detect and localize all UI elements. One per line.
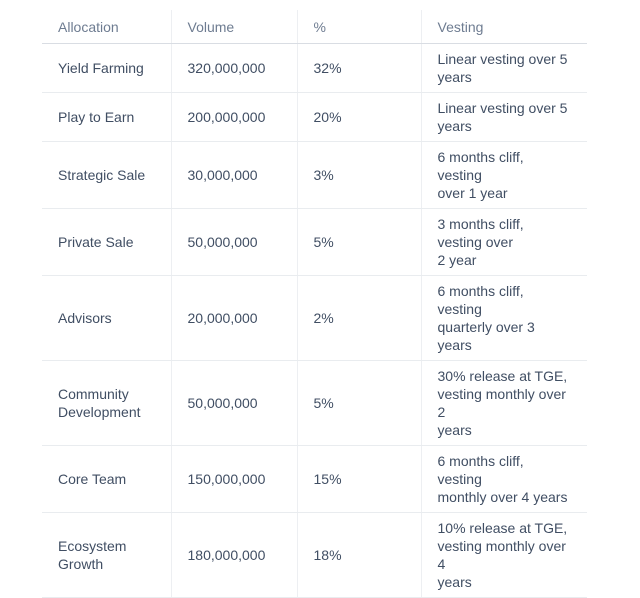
table-row: Strategic Sale 30,000,000 3% 6 months cl… <box>42 141 587 209</box>
cell-vesting: Linear vesting over 5 years <box>420 43 587 93</box>
cell-percent: 5% <box>296 360 421 446</box>
cell-allocation: Ecosystem Growth <box>42 512 171 598</box>
cell-vesting: 30% release at TGE, vesting monthly over… <box>420 360 587 446</box>
table-row: Play to Earn 200,000,000 20% Linear vest… <box>42 92 587 142</box>
token-allocation-table: Allocation Volume % Vesting Yield Farmin… <box>42 10 587 598</box>
cell-volume: 30,000,000 <box>170 141 297 209</box>
cell-vesting: 6 months cliff, vesting monthly over 4 y… <box>420 445 587 513</box>
cell-allocation: Yield Farming <box>42 43 171 93</box>
table-row: Core Team 150,000,000 15% 6 months cliff… <box>42 445 587 513</box>
cell-volume: 150,000,000 <box>170 445 297 513</box>
header-row: Allocation Volume % Vesting <box>42 10 587 44</box>
cell-volume: 50,000,000 <box>170 360 297 446</box>
column-header-allocation: Allocation <box>42 10 171 44</box>
cell-vesting: 3 months cliff, vesting over 2 year <box>420 208 587 276</box>
column-header-percent: % <box>296 10 421 44</box>
cell-allocation: Core Team <box>42 445 171 513</box>
table-row: Community Development 50,000,000 5% 30% … <box>42 360 587 446</box>
cell-allocation: Private Sale <box>42 208 171 276</box>
cell-vesting: Linear vesting over 5 years <box>420 92 587 142</box>
cell-volume: 200,000,000 <box>170 92 297 142</box>
table-row: Yield Farming 320,000,000 32% Linear ves… <box>42 43 587 93</box>
cell-volume: 320,000,000 <box>170 43 297 93</box>
cell-percent: 5% <box>296 208 421 276</box>
cell-allocation: Advisors <box>42 275 171 361</box>
cell-allocation: Strategic Sale <box>42 141 171 209</box>
cell-allocation: Community Development <box>42 360 171 446</box>
table-row: Ecosystem Growth 180,000,000 18% 10% rel… <box>42 512 587 598</box>
token-allocation-table-container: Allocation Volume % Vesting Yield Farmin… <box>42 10 587 598</box>
cell-vesting: 10% release at TGE, vesting monthly over… <box>420 512 587 598</box>
cell-allocation: Play to Earn <box>42 92 171 142</box>
cell-percent: 20% <box>296 92 421 142</box>
cell-percent: 3% <box>296 141 421 209</box>
table-row: Advisors 20,000,000 2% 6 months cliff, v… <box>42 275 587 361</box>
cell-vesting: 6 months cliff, vesting quarterly over 3… <box>420 275 587 361</box>
table-header: Allocation Volume % Vesting <box>42 10 587 44</box>
cell-volume: 180,000,000 <box>170 512 297 598</box>
column-header-volume: Volume <box>170 10 297 44</box>
cell-percent: 15% <box>296 445 421 513</box>
cell-percent: 32% <box>296 43 421 93</box>
cell-percent: 18% <box>296 512 421 598</box>
cell-percent: 2% <box>296 275 421 361</box>
cell-volume: 50,000,000 <box>170 208 297 276</box>
table-body: Yield Farming 320,000,000 32% Linear ves… <box>42 43 587 598</box>
cell-volume: 20,000,000 <box>170 275 297 361</box>
table-row: Private Sale 50,000,000 5% 3 months clif… <box>42 208 587 276</box>
cell-vesting: 6 months cliff, vesting over 1 year <box>420 141 587 209</box>
column-header-vesting: Vesting <box>420 10 587 44</box>
